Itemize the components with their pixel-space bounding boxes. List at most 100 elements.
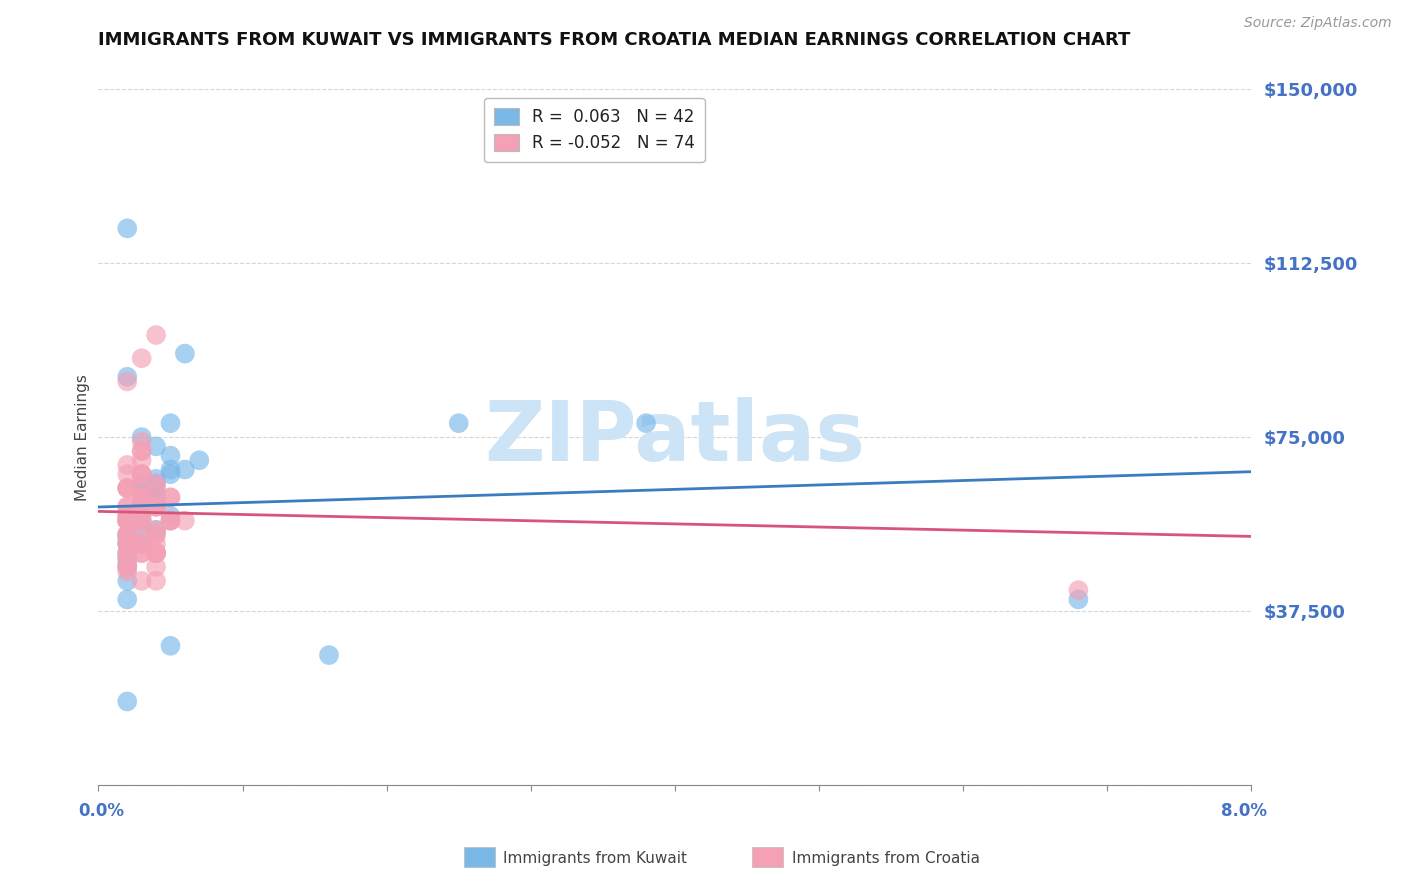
Point	[131, 518, 153, 533]
Point	[117, 527, 138, 541]
Point	[117, 508, 138, 523]
Point	[131, 537, 153, 551]
Point	[188, 453, 211, 467]
Point	[159, 508, 181, 523]
Point	[159, 416, 181, 430]
Point	[159, 462, 181, 476]
Point	[159, 514, 181, 528]
Point	[145, 500, 167, 514]
Point	[131, 508, 153, 523]
Point	[117, 514, 138, 528]
Point	[145, 495, 167, 509]
Point	[131, 537, 153, 551]
Point	[636, 416, 658, 430]
Text: ZIPatlas: ZIPatlas	[485, 397, 865, 477]
Point	[131, 467, 153, 482]
Text: IMMIGRANTS FROM KUWAIT VS IMMIGRANTS FROM CROATIA MEDIAN EARNINGS CORRELATION CH: IMMIGRANTS FROM KUWAIT VS IMMIGRANTS FRO…	[98, 30, 1130, 48]
Point	[131, 351, 153, 366]
Point	[131, 500, 153, 514]
Point	[145, 476, 167, 491]
Point	[117, 481, 138, 495]
Text: Immigrants from Croatia: Immigrants from Croatia	[792, 851, 980, 865]
Text: Source: ZipAtlas.com: Source: ZipAtlas.com	[1244, 16, 1392, 29]
Point	[145, 546, 167, 560]
Point	[117, 546, 138, 560]
Point	[131, 476, 153, 491]
Point	[145, 476, 167, 491]
Point	[131, 574, 153, 588]
Point	[131, 527, 153, 541]
Point	[131, 467, 153, 482]
Point	[131, 453, 153, 467]
Point	[131, 485, 153, 500]
Point	[117, 574, 138, 588]
Point	[131, 546, 153, 560]
Point	[145, 546, 167, 560]
Point	[1067, 583, 1090, 598]
Point	[159, 491, 181, 505]
Point	[159, 514, 181, 528]
Point	[117, 369, 138, 384]
Point	[131, 491, 153, 505]
Point	[145, 560, 167, 574]
Legend: R =  0.063   N = 42, R = -0.052   N = 74: R = 0.063 N = 42, R = -0.052 N = 74	[484, 97, 704, 162]
Point	[117, 508, 138, 523]
Point	[447, 416, 470, 430]
Point	[145, 527, 167, 541]
Text: Immigrants from Kuwait: Immigrants from Kuwait	[503, 851, 688, 865]
Point	[117, 481, 138, 495]
Point	[117, 694, 138, 708]
Point	[117, 458, 138, 472]
Point	[117, 537, 138, 551]
Point	[117, 514, 138, 528]
Point	[131, 491, 153, 505]
Point	[131, 491, 153, 505]
Point	[117, 527, 138, 541]
Point	[145, 574, 167, 588]
Point	[131, 546, 153, 560]
Point	[117, 527, 138, 541]
Point	[131, 430, 153, 444]
Point	[131, 491, 153, 505]
Point	[117, 560, 138, 574]
Y-axis label: Median Earnings: Median Earnings	[75, 374, 90, 500]
Point	[117, 560, 138, 574]
Point	[159, 467, 181, 482]
Point	[131, 500, 153, 514]
Point	[117, 527, 138, 541]
Point	[131, 495, 153, 509]
Point	[174, 346, 197, 360]
Point	[131, 504, 153, 518]
Point	[159, 449, 181, 463]
Point	[145, 328, 167, 343]
Point	[159, 514, 181, 528]
Point	[145, 500, 167, 514]
Point	[131, 500, 153, 514]
Point	[145, 523, 167, 537]
Point	[117, 592, 138, 607]
Point	[117, 555, 138, 569]
Point	[117, 467, 138, 482]
Point	[145, 495, 167, 509]
Point	[145, 485, 167, 500]
Point	[145, 527, 167, 541]
Point	[145, 523, 167, 537]
Point	[174, 462, 197, 476]
Point	[145, 546, 167, 560]
Point	[1067, 592, 1090, 607]
Point	[117, 565, 138, 579]
Point	[318, 648, 340, 662]
Point	[117, 514, 138, 528]
Point	[117, 514, 138, 528]
Point	[174, 514, 197, 528]
Point	[131, 481, 153, 495]
Point	[145, 491, 167, 505]
Point	[117, 500, 138, 514]
Text: 0.0%: 0.0%	[79, 802, 124, 820]
Point	[131, 514, 153, 528]
Point	[117, 532, 138, 546]
Point	[117, 221, 138, 235]
Point	[145, 500, 167, 514]
Point	[131, 444, 153, 458]
Point	[145, 537, 167, 551]
